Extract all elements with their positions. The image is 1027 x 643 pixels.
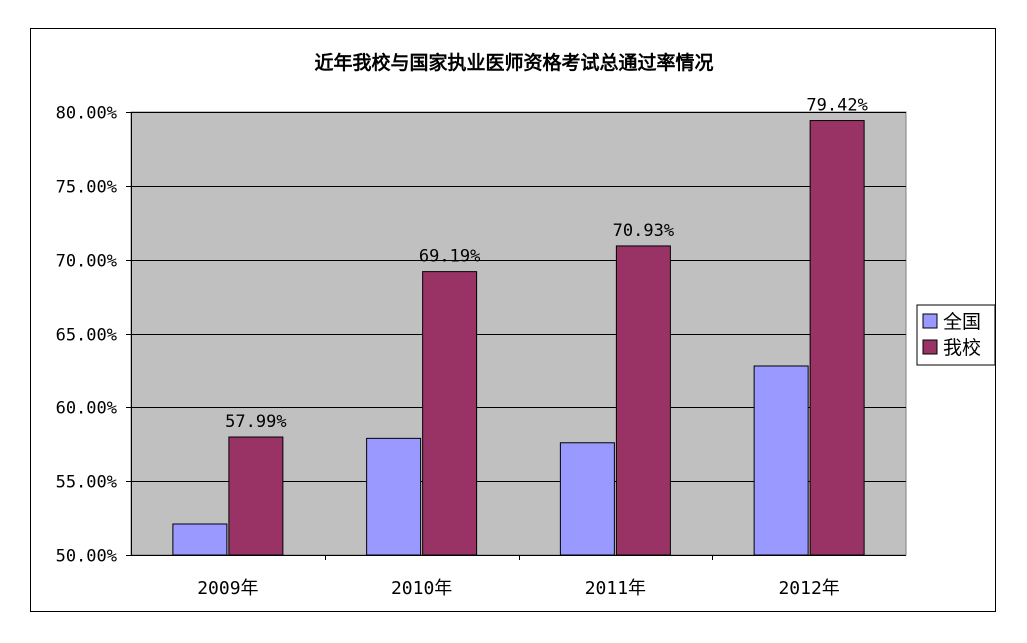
chart-frame: 近年我校与国家执业医师资格考试总通过率情况 80.00% 75.00% 70.00%… — [30, 28, 996, 612]
data-label: 57.99% — [225, 412, 286, 432]
bar-national — [753, 365, 809, 556]
y-tick-label: 70.00% — [56, 252, 117, 272]
plot-area: 80.00% 75.00% 70.00% 65.00% 60.00% 55.00% 50.0… — [56, 96, 907, 599]
x-tick-label: 2009年 — [197, 578, 258, 599]
data-label: 79.42% — [806, 96, 867, 116]
chart-title: 近年我校与国家执业医师资格考试总通过率情况 — [314, 51, 713, 74]
chart: 近年我校与国家执业医师资格考试总通过率情况 80.00% 75.00% 70.00%… — [56, 51, 996, 599]
data-label: 70.93% — [613, 221, 674, 241]
bar-national — [559, 442, 615, 556]
x-tick-label: 2012年 — [778, 578, 839, 599]
y-tick-label: 80.00% — [56, 104, 117, 124]
bar-school — [615, 245, 671, 556]
bar-school — [809, 120, 865, 556]
y-tick-label: 60.00% — [56, 399, 117, 419]
data-label: 69.19% — [419, 247, 480, 267]
bar-school — [422, 271, 478, 556]
y-tick-label: 50.00% — [56, 547, 117, 567]
y-tick-label: 65.00% — [56, 326, 117, 346]
bar-national — [172, 523, 228, 556]
legend-swatch — [922, 313, 938, 329]
legend-label: 我校 — [943, 337, 981, 359]
x-tick-label: 2010年 — [391, 578, 452, 599]
bar-school — [228, 436, 284, 556]
x-tick-label: 2011年 — [585, 578, 646, 599]
legend-swatch — [922, 339, 938, 355]
y-tick-label: 55.00% — [56, 473, 117, 493]
y-tick-label: 75.00% — [56, 178, 117, 198]
legend-label: 全国 — [943, 311, 981, 333]
bar-national — [366, 437, 422, 556]
